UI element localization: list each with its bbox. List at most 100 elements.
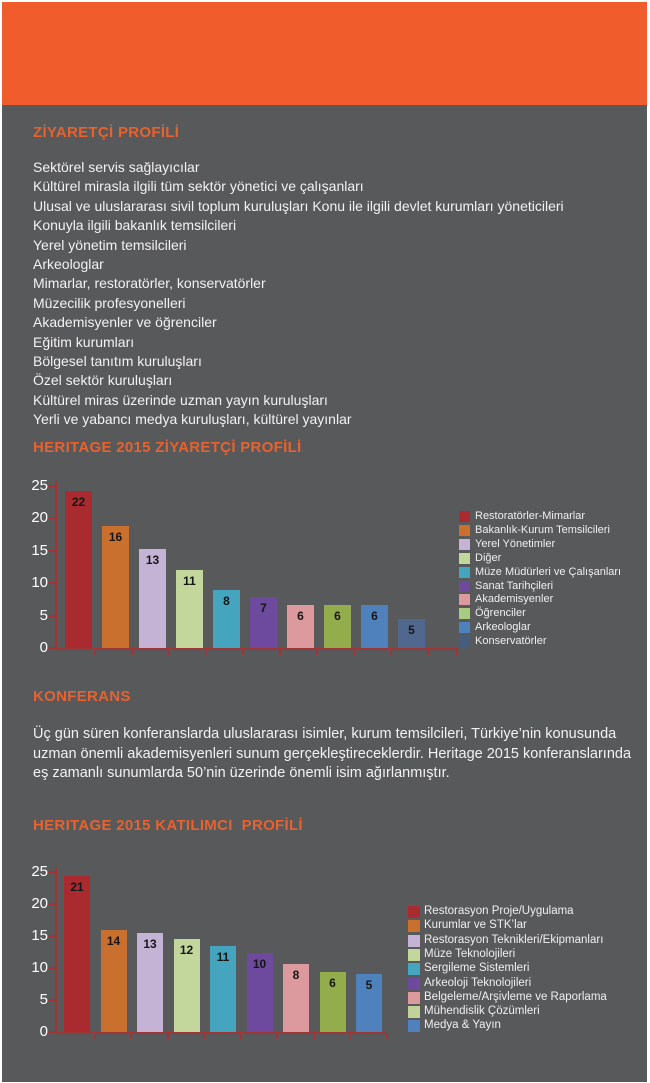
y-tick-label: 25 [31,477,48,494]
visitor-profile-list-item: Ulusal ve uluslararası sivil toplum kuru… [33,197,564,214]
legend-label: Konservatörler [475,635,547,648]
y-axis-tick [48,903,57,905]
y-tick-label: 5 [39,991,48,1008]
bar [102,526,129,648]
y-axis-tick [48,967,57,969]
visitor-profile-list-item: Sektörel servis sağlayıcılar [33,159,200,175]
bar [324,604,351,648]
y-tick-label: 20 [31,895,48,912]
x-axis-tick [427,649,429,655]
legend-label: Mühendislik Çözümleri [424,1005,540,1018]
x-axis-tick [279,649,281,655]
legend-swatch [408,991,420,1004]
bar [283,963,309,1032]
x-axis-tick [205,649,207,655]
visitor-profile-list-item: Konuyla ilgili bakanlık temsilcileri [33,217,237,234]
y-tick-label: 0 [39,639,48,656]
legend-label: Diğer [475,551,502,564]
legend-label: Belgeleme/Arşivleme ve Raporlama [424,990,607,1003]
y-tick-label: 25 [31,863,48,880]
bar [287,604,314,648]
konferans-paragraph: Üç gün süren konferanslarda uluslararası… [33,726,632,782]
bar-value-label: 11 [183,573,196,588]
visitor-profile-list-item: Mimarlar, restoratörler, konservatörler [33,275,266,292]
y-tick-label: 20 [31,509,48,527]
bar-value-label: 6 [334,608,341,623]
y-tick-label: 15 [31,541,48,559]
legend-label: Öğrenciler [475,607,526,620]
visitor-profile-list-item: Müzecilik profesyonelleri [33,294,186,311]
x-axis-tick [456,649,458,655]
legend-swatch [408,977,420,990]
legend-swatch [459,636,470,648]
legend-label: Sanat Tarihçileri [475,579,554,592]
x-axis-tick [131,649,133,655]
legend-swatch [408,920,420,933]
x-axis-tick [385,1033,388,1039]
y-axis-tick [48,1031,57,1033]
y-axis-tick [48,614,57,617]
visitor-profile-list-item: Yerel yönetim temsilcileri [33,236,187,253]
x-axis-tick [312,1033,315,1039]
x-axis-tick [130,1033,132,1039]
section-heading-visitor-profile: ZİYARETÇİ PROFİLİ [33,124,180,141]
bar [137,933,163,1032]
legend-label: Restoratörler-Mimarlar [475,510,586,522]
visitor-profile-list-item: Kültürel mirasla ilgili tüm sektör yönet… [33,178,364,195]
legend-swatch [459,594,470,606]
bar-value-label: 10 [252,956,267,971]
legend-swatch [408,948,420,961]
bar [65,490,92,648]
legend-label: Müze Teknolojileri [424,947,516,960]
legend-swatch [408,934,420,947]
legend-label: Akademisyenler [475,593,554,606]
bar-value-label: 6 [329,975,336,990]
bar-value-label: 5 [365,978,373,993]
section-heading-konferans: KONFERANS [33,688,131,705]
bar-value-label: 8 [292,967,300,982]
bar [361,604,388,648]
legend-label: Arkeoloji Teknolojileri [424,976,532,989]
x-axis-tick [349,1033,351,1039]
bar [213,590,240,648]
header-orange-band [2,2,647,105]
bar-value-label: 13 [143,937,157,952]
bar [356,974,382,1032]
bar-value-label: 16 [108,530,123,545]
visitor-profile-list-item: Eğitim kurumları [33,333,135,350]
legend-label: Bakanlık-Kurum Temsilcileri [475,523,610,536]
section-heading-participant-chart: HERITAGE 2015 KATILIMCI PROFİLİ [33,817,303,834]
bar-value-label: 5 [408,622,415,637]
legend-label: Kurumlar ve STK’lar [424,919,527,932]
bar-value-label: 22 [71,494,86,509]
bar-value-label: 6 [371,608,378,623]
bar-value-label: 6 [297,608,304,623]
legend-swatch [408,963,420,976]
legend-label: Sergileme Sistemleri [424,962,530,975]
x-axis-tick [166,1033,169,1039]
y-axis [55,481,57,650]
legend-swatch [459,524,470,536]
visitor-profile-list: Sektörel servis sağlayıcılar Kültürel mir… [33,158,645,430]
legend-swatch [459,622,470,634]
legend-swatch [459,538,470,550]
y-axis-tick [48,549,57,552]
y-axis-tick [48,935,57,937]
x-axis-tick [93,1033,96,1039]
x-axis-tick [239,1033,242,1039]
y-axis-tick [48,485,57,487]
bar [176,569,203,648]
bar [139,548,166,648]
visitor-profile-bar-chart: 0 5 10 15 20 25 22 16 13 11 8 7 6 6 6 5 Restoratörler-Mi… [0,477,650,683]
bar-value-label: 8 [223,594,230,609]
legend-label: Restorasyon Proje/Uygulama [424,905,574,917]
bar-value-label: 7 [260,601,267,616]
bar [398,618,425,648]
y-axis-tick [48,871,57,873]
section-heading-visitor-chart: HERITAGE 2015 ZİYARETÇİ PROFİLİ [33,439,302,456]
legend-label: Restorasyon Teknikleri/Ekipmanları [424,933,604,946]
x-axis-tick [242,649,244,655]
x-axis [55,648,458,650]
bar-value-label: 21 [70,879,84,894]
visitor-profile-list-item: Yerli ve yabancı medya kuruluşları, kült… [33,411,352,428]
